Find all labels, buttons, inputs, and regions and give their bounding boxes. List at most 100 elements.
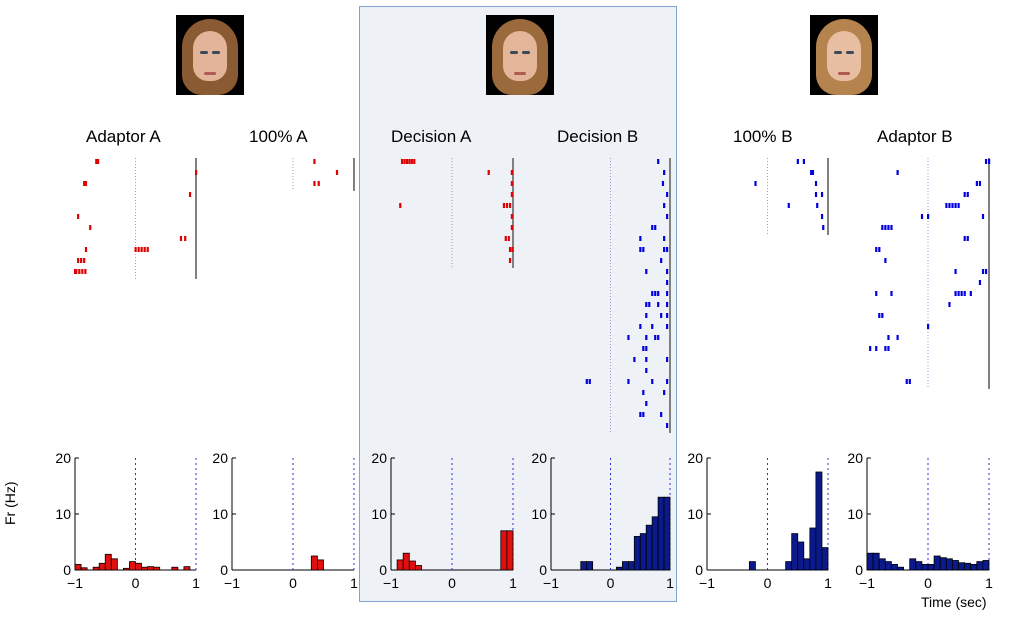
spike-mark — [666, 269, 669, 274]
spike-mark — [335, 170, 339, 175]
spike-mark — [666, 192, 669, 197]
spike-mark — [978, 280, 982, 285]
x-axis-label: Time (sec) — [921, 594, 987, 610]
y-tick-label: 10 — [687, 506, 703, 522]
y-tick-label: 0 — [220, 562, 228, 578]
spike-mark — [890, 291, 893, 296]
histogram-bar — [976, 561, 984, 571]
spike-mark — [981, 214, 985, 219]
panel-label-100-b: 100% B — [733, 127, 793, 146]
y-tick-label: 0 — [695, 562, 703, 578]
spike-mark — [787, 203, 790, 208]
spike-mark — [884, 346, 887, 351]
x-tick-label: 0 — [924, 575, 932, 591]
y-tick-label: 10 — [371, 506, 387, 522]
histogram-bar — [396, 559, 404, 571]
spike-mark — [504, 236, 507, 241]
spike-mark — [657, 291, 660, 296]
spike-mark — [508, 258, 512, 263]
histogram-bar — [815, 471, 823, 571]
histogram-bar — [645, 524, 653, 571]
histogram-bar — [927, 564, 935, 571]
spike-mark — [137, 247, 140, 252]
face-photo-icon — [486, 15, 554, 95]
spike-mark — [505, 203, 509, 208]
spike-mark — [811, 170, 815, 175]
spike-mark — [820, 192, 824, 197]
spike-mark — [651, 291, 654, 296]
x-tick-label: −1 — [859, 575, 875, 591]
spike-mark — [184, 236, 187, 241]
y-tick-label: 20 — [55, 450, 71, 466]
spike-mark — [666, 379, 669, 384]
histogram-bar — [316, 559, 324, 571]
histogram-bar — [74, 564, 82, 571]
histogram-bar — [785, 561, 793, 571]
y-tick-label: 10 — [531, 506, 547, 522]
spike-mark — [645, 401, 648, 406]
spike-mark — [74, 269, 77, 274]
spike-mark — [663, 390, 666, 395]
spike-mark — [408, 159, 411, 164]
histogram-bar — [878, 558, 886, 571]
histogram-bar — [821, 547, 829, 571]
spike-mark — [654, 225, 657, 230]
histogram-bar — [500, 530, 508, 571]
histogram-bar — [414, 565, 422, 571]
x-tick-label: −1 — [67, 575, 83, 591]
histogram-bar — [633, 536, 641, 571]
panel-label-decision-b: Decision B — [557, 127, 639, 146]
spike-mark — [510, 181, 513, 186]
spike-mark — [969, 291, 972, 296]
spike-mark — [948, 302, 951, 307]
histogram-bar — [80, 567, 88, 571]
spike-mark — [927, 214, 930, 219]
spike-mark — [84, 269, 87, 274]
spike-mark — [84, 181, 88, 186]
spike-mark — [508, 247, 512, 252]
spike-mark — [663, 247, 666, 252]
spike-mark — [502, 203, 506, 208]
spike-mark — [963, 192, 966, 197]
spike-mark — [95, 159, 98, 164]
histogram-bar — [129, 561, 136, 571]
spike-mark — [511, 247, 514, 252]
x-tick-label: −1 — [699, 575, 715, 591]
spike-mark — [642, 412, 645, 417]
spike-mark — [317, 181, 320, 186]
spike-mark — [405, 159, 409, 164]
spike-mark — [639, 412, 642, 417]
x-tick-label: 1 — [985, 575, 993, 591]
spike-mark — [633, 357, 636, 362]
y-tick-label: 0 — [539, 562, 547, 578]
spike-mark — [313, 181, 316, 186]
spike-mark — [134, 247, 137, 252]
spike-mark — [83, 258, 86, 263]
spike-mark — [645, 302, 648, 307]
y-tick-label: 10 — [847, 506, 863, 522]
spike-mark — [963, 291, 966, 296]
x-tick-label: 1 — [192, 575, 200, 591]
spike-mark — [410, 159, 413, 164]
spike-mark — [83, 181, 86, 186]
spike-mark — [875, 346, 878, 351]
x-tick-label: 1 — [824, 575, 832, 591]
spike-mark — [984, 159, 988, 164]
histogram-bar — [171, 566, 179, 571]
spike-mark — [651, 225, 654, 230]
spike-mark — [510, 214, 513, 219]
spike-mark — [666, 247, 669, 252]
spike-mark — [78, 269, 81, 274]
spike-mark — [881, 225, 884, 230]
spike-mark — [878, 247, 881, 252]
spike-mark — [890, 225, 893, 230]
histogram-bar — [616, 566, 623, 571]
histogram-bar — [622, 561, 629, 571]
histogram-bar — [958, 562, 965, 571]
spike-mark — [966, 236, 969, 241]
spike-mark — [875, 291, 878, 296]
panel-label-100-a: 100% A — [249, 127, 308, 146]
y-tick-label: 10 — [212, 506, 228, 522]
spike-mark — [508, 203, 512, 208]
